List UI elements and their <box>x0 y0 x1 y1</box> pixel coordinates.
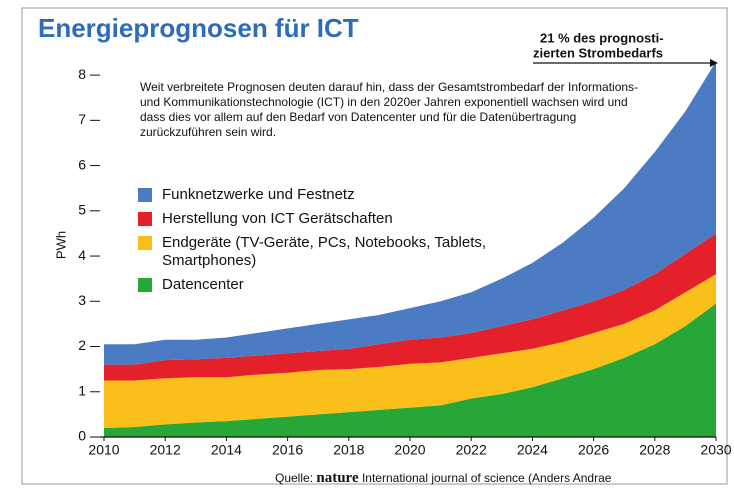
x-tick-label: 2016 <box>272 442 303 458</box>
legend: Funknetzwerke und Festnetz Herstellung vo… <box>138 186 518 300</box>
source: Quelle: nature International journal of … <box>275 470 611 487</box>
chart-title: Energieprognosen für ICT <box>38 13 359 43</box>
y-tick-label: 8 <box>78 66 86 82</box>
x-tick-label: 2030 <box>700 442 731 458</box>
frame <box>21 7 728 485</box>
source-prefix: Quelle: <box>275 471 314 485</box>
x-tick-label: 2014 <box>211 442 242 458</box>
legend-item: Herstellung von ICT Gerätschaften <box>138 210 518 228</box>
x-tick-label: 2028 <box>639 442 670 458</box>
y-tick-label: 6 <box>78 156 86 172</box>
legend-item: Datencenter <box>138 276 518 294</box>
legend-label: Herstellung von ICT Gerätschaften <box>162 210 393 227</box>
legend-item: Funknetzwerke und Festnetz <box>138 186 518 204</box>
area <box>104 233 716 381</box>
x-tick-label: 2022 <box>456 442 487 458</box>
legend-label: Endgeräte (TV-Geräte, PCs, Notebooks, Ta… <box>162 234 487 269</box>
x-tick-label: 2012 <box>150 442 181 458</box>
y-tick-label: 1 <box>78 382 86 398</box>
y-tick-label: 4 <box>78 247 86 263</box>
y-axis-label: PWh <box>53 231 68 259</box>
source-journal: nature <box>316 470 359 486</box>
y-tick-label: 7 <box>78 111 86 127</box>
area <box>104 61 716 365</box>
description: Weit verbreitete Prognosen deuten darauf… <box>140 80 639 139</box>
x-tick-label: 2018 <box>333 442 364 458</box>
legend-label: Datencenter <box>162 276 244 293</box>
x-tick-label: 2024 <box>517 442 548 458</box>
x-tick-label: 2010 <box>88 442 119 458</box>
areas <box>104 61 716 437</box>
legend-label: Funknetzwerke und Festnetz <box>162 186 355 203</box>
source-text: International journal of science (Anders… <box>361 471 612 485</box>
y-tick-label: 5 <box>78 202 86 218</box>
legend-swatch <box>138 188 152 202</box>
legend-swatch <box>138 278 152 292</box>
annotation: 21 % des prognosti- <box>540 30 664 45</box>
arrow-head <box>710 59 718 67</box>
legend-item: Endgeräte (TV-Geräte, PCs, Notebooks, Ta… <box>138 234 518 270</box>
area <box>104 274 716 428</box>
area <box>104 303 716 437</box>
legend-swatch <box>138 212 152 226</box>
y-tick-label: 2 <box>78 337 86 353</box>
legend-swatch <box>138 236 152 250</box>
x-tick-label: 2020 <box>394 442 425 458</box>
y-tick-label: 0 <box>78 428 86 444</box>
x-tick-label: 2026 <box>578 442 609 458</box>
annotation: zierten Strombedarfs <box>533 45 663 60</box>
y-tick-label: 3 <box>78 292 86 308</box>
